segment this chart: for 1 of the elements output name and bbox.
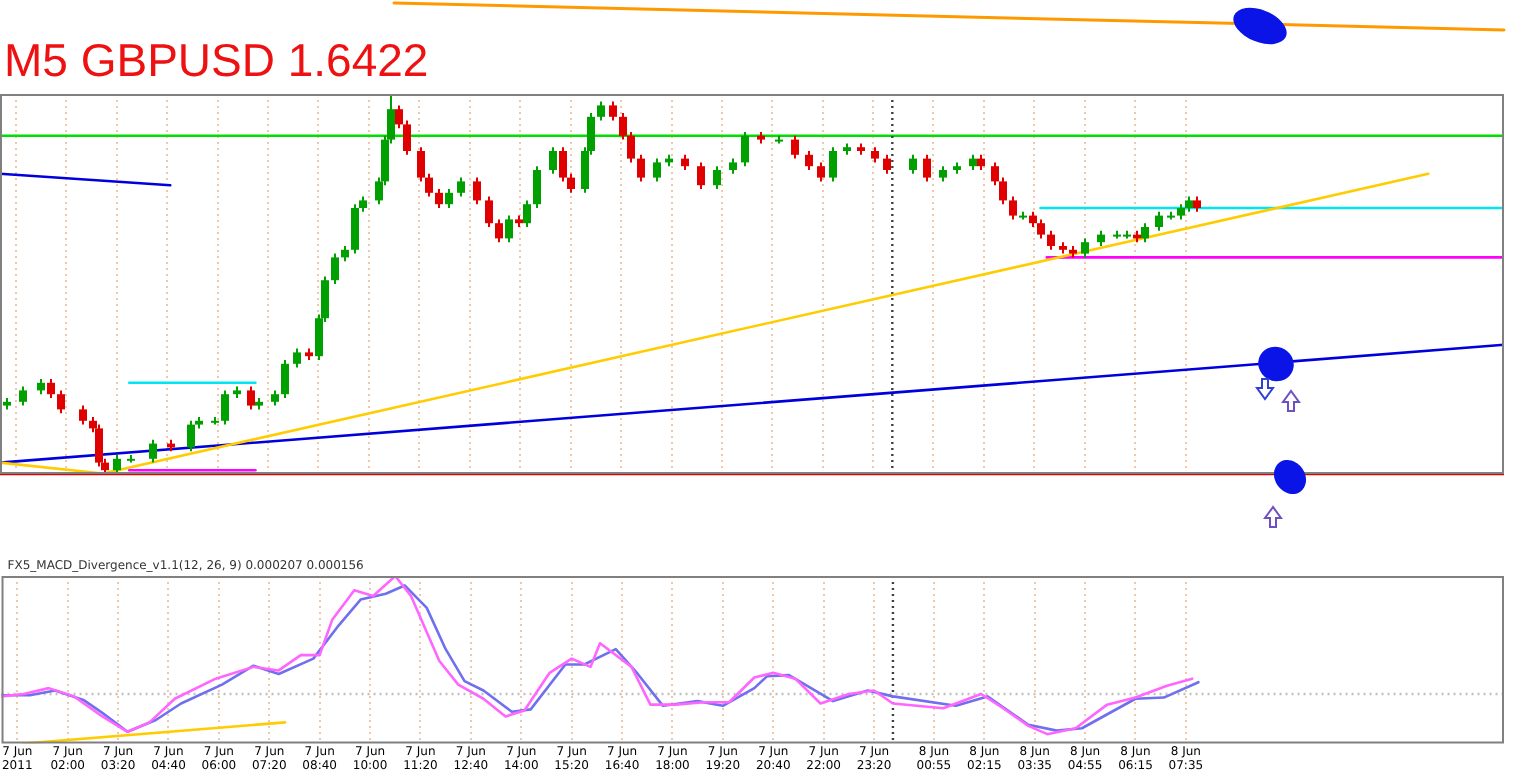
chart-title: M5 GBPUSD 1.6422 (4, 34, 429, 86)
